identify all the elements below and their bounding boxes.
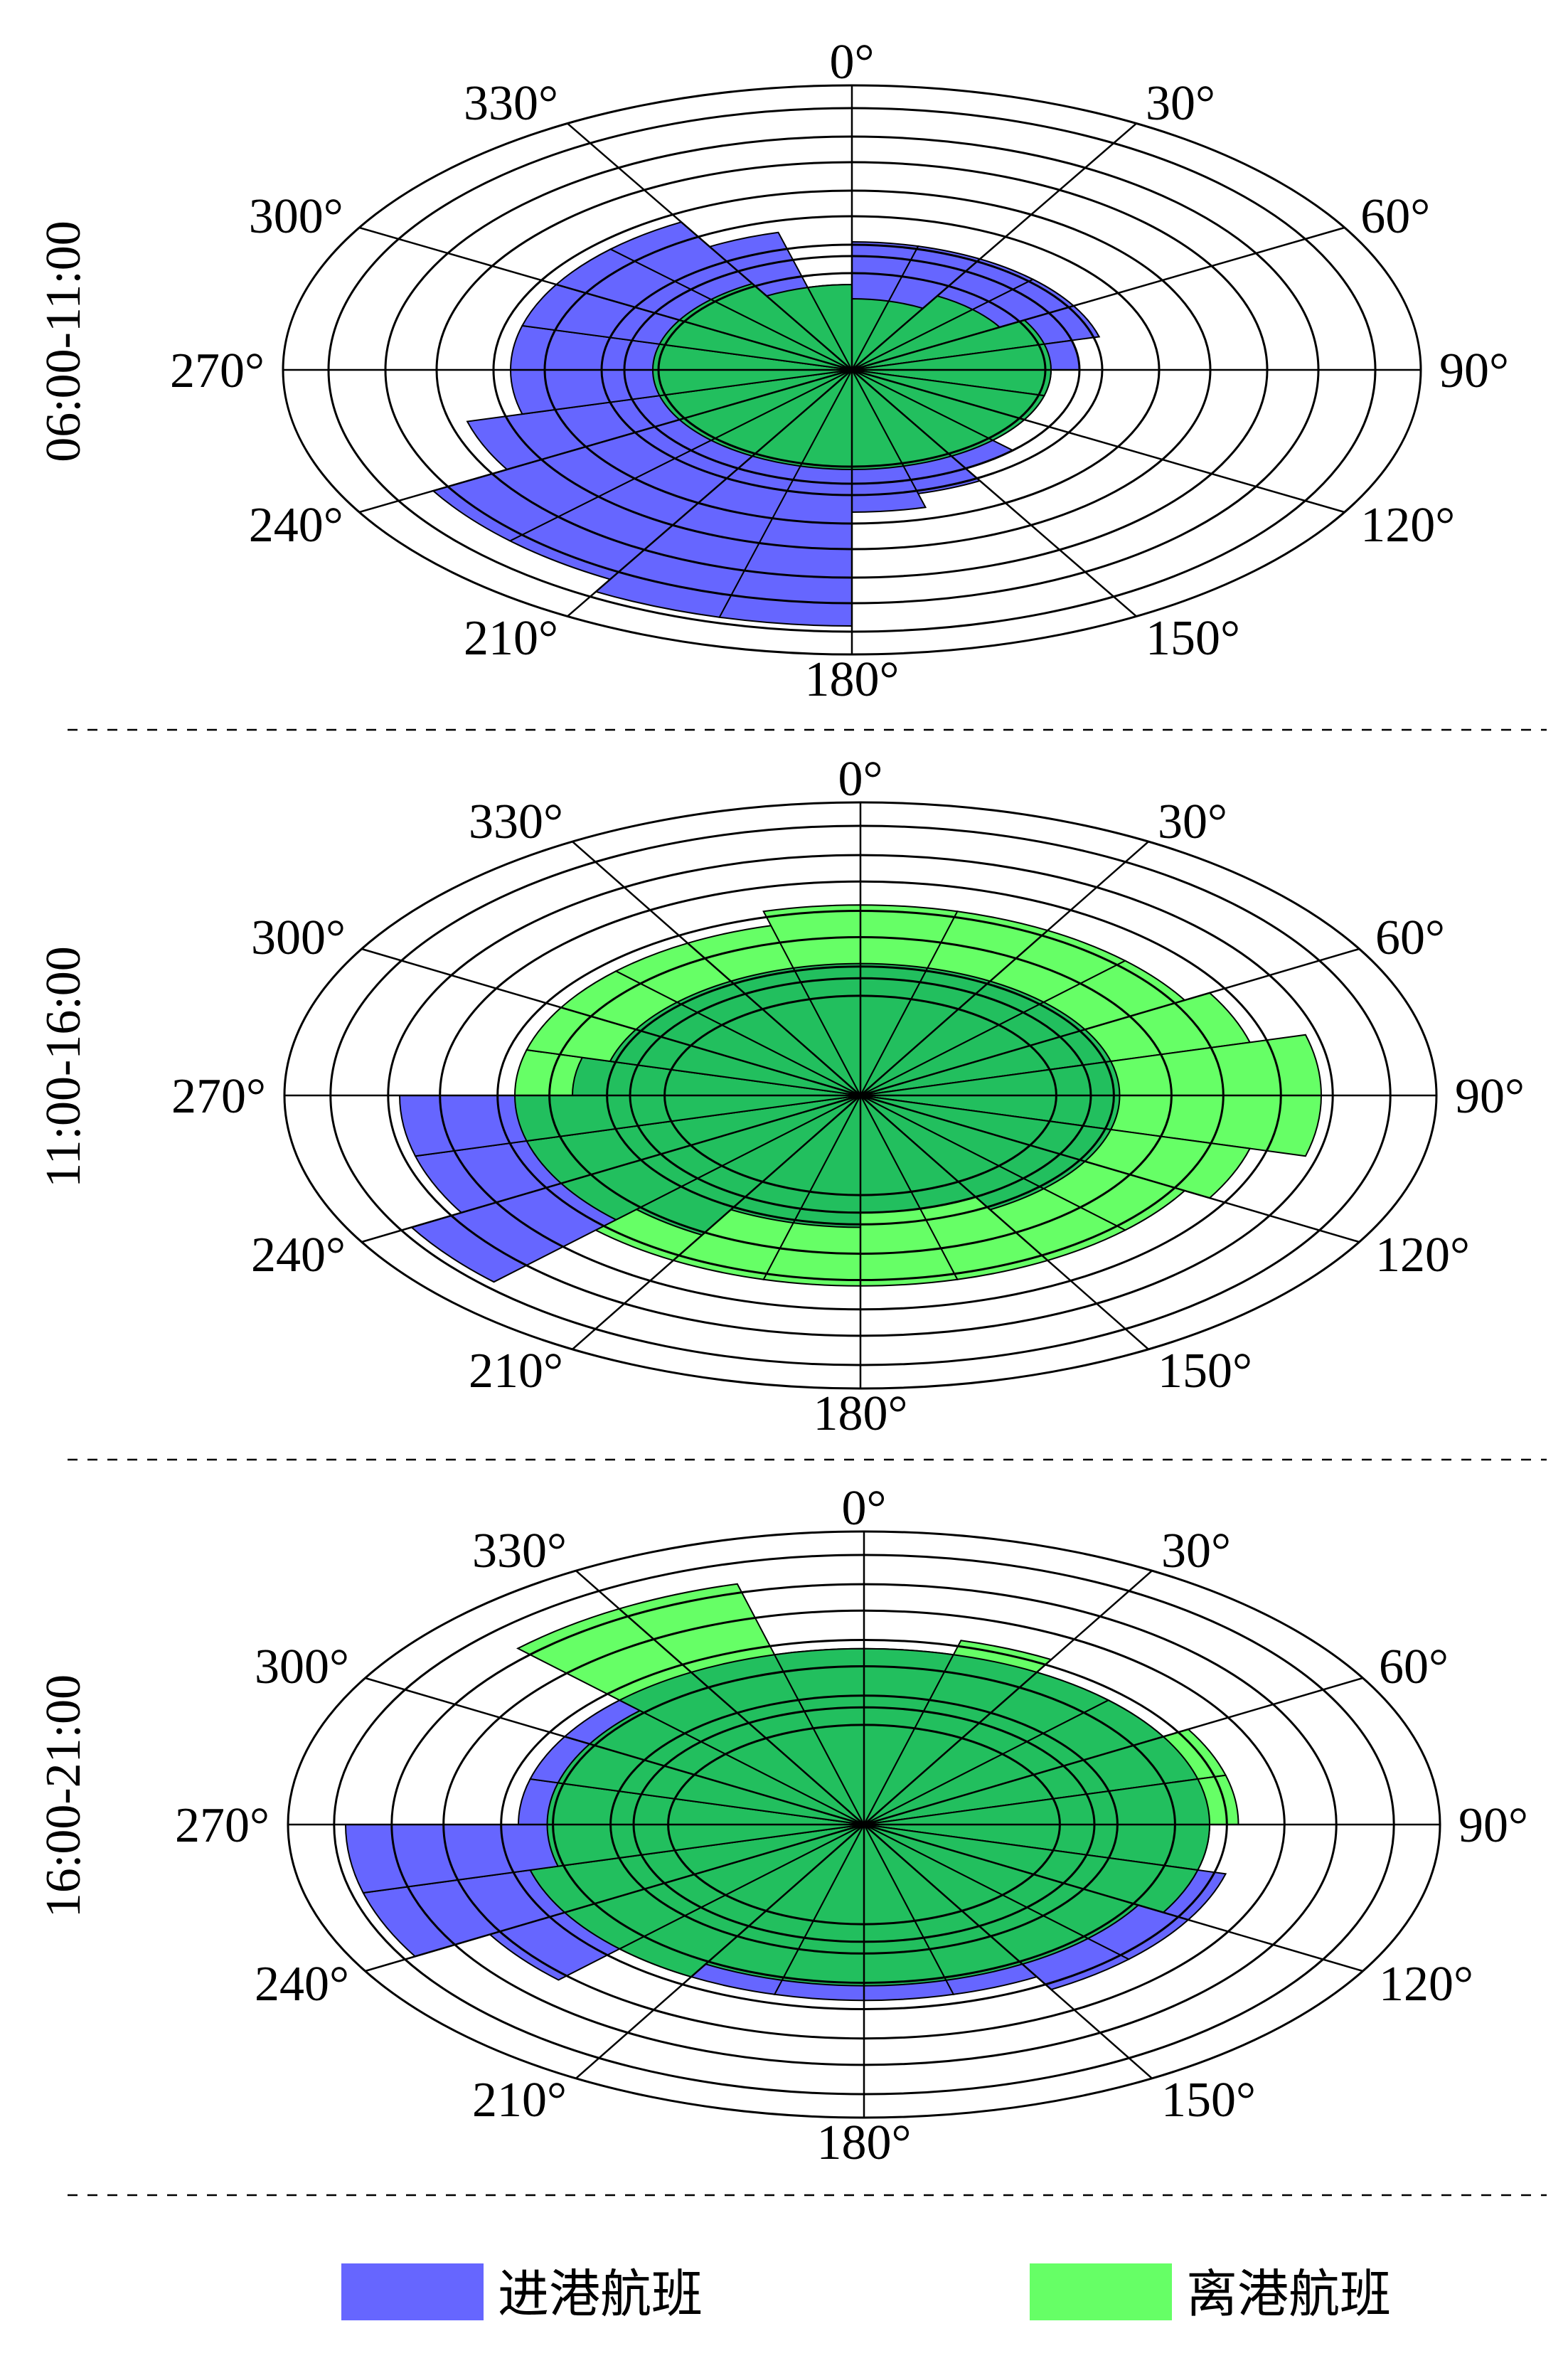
legend-departures-label: 离港航班 — [1186, 2264, 1391, 2324]
angle-label-30: 30° — [1146, 76, 1215, 131]
angle-label-30: 30° — [1161, 1524, 1231, 1578]
spoke-210deg — [572, 1095, 861, 1350]
angle-label-60: 60° — [1379, 1640, 1449, 1694]
angle-label-120: 120° — [1379, 1957, 1473, 2012]
spoke-240deg — [361, 1094, 861, 1243]
angle-label-0: 0° — [842, 1481, 887, 1536]
spoke-150deg — [851, 369, 1137, 617]
polar-chart-2: 0° 30° 60° 90° 120° 150° 180° 210° 240° 270° 300° 3… — [36, 752, 1525, 1441]
angle-label-300: 300° — [251, 910, 346, 965]
spoke-60deg — [851, 226, 1345, 371]
spoke-210deg — [575, 1824, 865, 2079]
angle-label-240: 240° — [251, 1228, 346, 1283]
spoke-120deg — [851, 368, 1345, 514]
spoke-300deg — [365, 1677, 865, 1826]
spoke-120deg — [863, 1823, 1363, 1973]
chart-panels: 0° 30° 60° 90° 120° 150° 180° 210° 240° 270° 300° 3… — [36, 35, 1528, 2170]
angle-label-0: 0° — [838, 752, 883, 807]
spoke-150deg — [860, 1095, 1149, 1350]
angle-label-180: 180° — [814, 1386, 908, 1441]
spoke-150deg — [863, 1824, 1153, 2079]
angle-label-240: 240° — [249, 498, 343, 553]
legend-departures-swatch — [1030, 2263, 1172, 2320]
spoke-60deg — [860, 947, 1360, 1097]
period-label-1: 06:00-11:00 — [36, 221, 91, 462]
angle-label-300: 300° — [249, 189, 343, 244]
angle-label-330: 330° — [464, 76, 558, 131]
angle-label-270: 270° — [170, 344, 265, 398]
spoke-300deg — [361, 947, 861, 1097]
angle-label-90: 90° — [1455, 1069, 1525, 1124]
angle-label-330: 330° — [472, 1524, 567, 1578]
spoke-30deg — [851, 122, 1137, 371]
angle-label-150: 150° — [1158, 1344, 1252, 1398]
angle-label-270: 270° — [175, 1798, 270, 1853]
angle-label-30: 30° — [1158, 795, 1227, 849]
angle-label-180: 180° — [817, 2115, 912, 2170]
angle-label-330: 330° — [469, 795, 563, 849]
angle-label-240: 240° — [255, 1957, 349, 2012]
angle-label-210: 210° — [472, 2073, 567, 2128]
period-label-2: 11:00-16:00 — [36, 946, 91, 1188]
angle-label-210: 210° — [469, 1344, 563, 1398]
angle-label-60: 60° — [1360, 189, 1430, 244]
spoke-330deg — [575, 1570, 865, 1825]
angle-label-60: 60° — [1375, 910, 1445, 965]
angle-label-210: 210° — [464, 611, 558, 666]
angle-label-300: 300° — [255, 1640, 349, 1694]
spoke-240deg — [365, 1823, 865, 1973]
polar-chart-3: 0° 30° 60° 90° 120° 150° 180° 210° 240° 270° 300° 3… — [36, 1481, 1528, 2170]
spoke-120deg — [860, 1094, 1360, 1243]
spoke-30deg — [860, 841, 1149, 1096]
angle-label-0: 0° — [830, 35, 875, 90]
angle-label-270: 270° — [171, 1069, 266, 1124]
polar-chart-1: 0° 30° 60° 90° 120° 150° 180° 210° 240° 270° 300° 3… — [36, 35, 1509, 707]
spoke-240deg — [358, 368, 853, 514]
angle-label-120: 120° — [1375, 1228, 1470, 1283]
period-label-3: 16:00-21:00 — [36, 1674, 91, 1918]
spoke-210deg — [567, 369, 853, 617]
spoke-300deg — [358, 226, 853, 371]
spoke-30deg — [863, 1570, 1153, 1825]
angle-label-90: 90° — [1458, 1798, 1528, 1853]
spoke-330deg — [572, 841, 861, 1096]
center-point — [858, 1093, 863, 1098]
angle-label-180: 180° — [805, 652, 900, 707]
spoke-330deg — [567, 122, 853, 371]
spoke-60deg — [863, 1677, 1363, 1826]
angle-label-150: 150° — [1161, 2073, 1256, 2128]
center-point — [849, 367, 855, 373]
angle-label-150: 150° — [1146, 611, 1240, 666]
legend-arrivals-label: 进港航班 — [498, 2264, 703, 2324]
legend: 进港航班 离港航班 — [341, 2263, 1391, 2324]
legend-arrivals-swatch — [341, 2263, 484, 2320]
angle-label-120: 120° — [1360, 498, 1455, 553]
angle-label-90: 90° — [1439, 344, 1509, 398]
center-point — [861, 1822, 867, 1827]
